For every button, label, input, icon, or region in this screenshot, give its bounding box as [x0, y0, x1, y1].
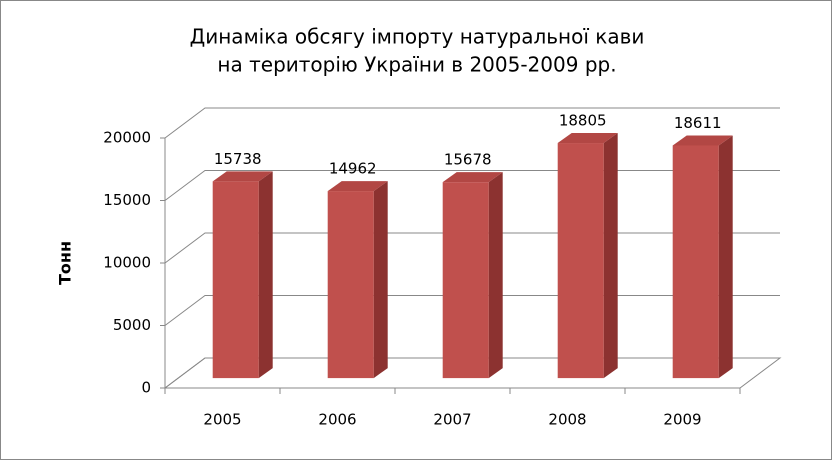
bar-top: [442, 172, 503, 183]
value-label: 15678: [444, 151, 492, 169]
bar: [672, 145, 719, 379]
bar-side: [488, 172, 503, 379]
value-label: 18805: [559, 112, 607, 130]
y-tick-label: 15000: [103, 191, 151, 209]
y-tick-label: 0: [141, 379, 151, 397]
x-tick-label: 2005: [203, 411, 241, 429]
y-tick-label: 20000: [103, 129, 151, 147]
bar-side: [373, 181, 388, 379]
value-label: 15738: [214, 150, 262, 168]
value-label: 14962: [329, 160, 377, 178]
bar-top: [672, 135, 733, 146]
x-tick-label: 2006: [318, 411, 356, 429]
bar: [442, 182, 489, 379]
value-label: 18611: [674, 114, 722, 132]
x-tick-label: 2008: [548, 411, 586, 429]
chart-title: на територію України в 2005-2009 рр.: [217, 53, 616, 77]
bar: [557, 143, 604, 379]
bar-top: [327, 181, 388, 192]
bar: [212, 181, 259, 379]
bar-top: [212, 171, 273, 182]
bar-side: [718, 135, 733, 379]
x-tick-label: 2009: [663, 411, 701, 429]
y-tick-label: 5000: [113, 316, 151, 334]
grid-line: [164, 107, 780, 139]
bar: [327, 191, 374, 379]
y-axis-label: Тонн: [56, 241, 75, 285]
bar-side: [603, 133, 618, 379]
x-tick-label: 2007: [433, 411, 471, 429]
bar-side: [258, 171, 273, 379]
bar-top: [557, 133, 618, 144]
y-tick-label: 10000: [103, 254, 151, 272]
chart-title: Динаміка обсягу імпорту натуральної кави: [190, 25, 645, 49]
